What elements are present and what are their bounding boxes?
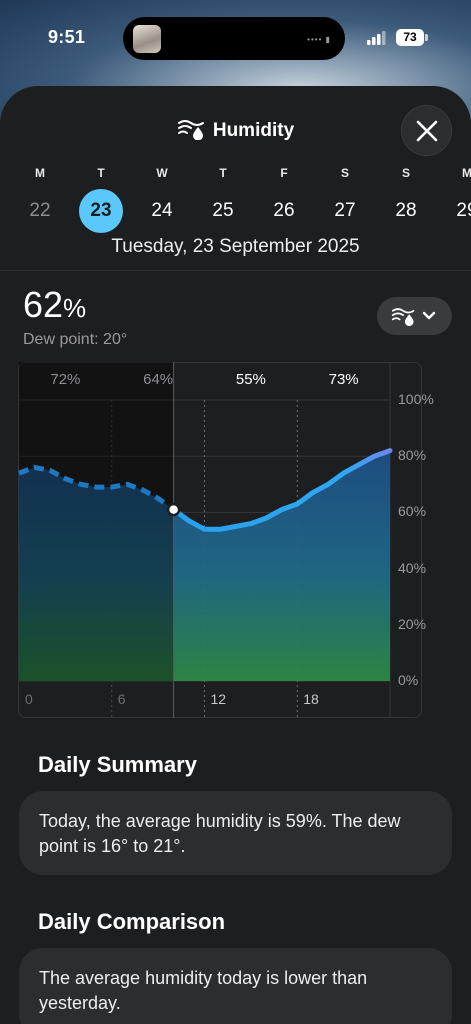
day-25[interactable]: 25: [212, 200, 234, 221]
page-title-label: Humidity: [212, 120, 295, 141]
daily-comparison-title: Daily Comparison: [38, 909, 226, 934]
chart-mode-menu-button[interactable]: [377, 297, 452, 335]
now-playing-artwork: [133, 25, 161, 53]
chevron-down-icon: [422, 311, 436, 320]
daily-summary-card: Today, the average humidity is 59%. The …: [19, 791, 452, 875]
battery-tip: [425, 34, 428, 41]
close-button[interactable]: [401, 105, 452, 156]
day-letter-mon: M: [35, 166, 45, 180]
current-humidity-value: 62: [23, 284, 64, 325]
cellular-signal-icon: [367, 31, 386, 45]
status-bar: 9:51 •••• ▮ 73: [0, 0, 471, 80]
y-tick-label: 100%: [398, 391, 434, 407]
day-22[interactable]: 22: [29, 200, 51, 221]
day-letter-mon-next: M: [462, 166, 471, 180]
selected-day-highlight: [79, 189, 123, 233]
dew-point-label: Dew point: 20°: [23, 331, 128, 348]
y-tick-label: 80%: [398, 447, 427, 464]
x-tick-label: 6: [117, 691, 126, 707]
daily-comparison-card: The average humidity today is lower than…: [19, 948, 452, 1024]
dynamic-island[interactable]: •••• ▮: [123, 17, 345, 60]
day-letter-wed: W: [156, 166, 168, 180]
day-27[interactable]: 27: [334, 200, 356, 221]
divider: [0, 270, 471, 271]
period-average-label: 55%: [235, 371, 266, 388]
current-humidity: 62%: [23, 284, 86, 326]
daily-comparison-text: The average humidity today is lower than…: [39, 968, 368, 1013]
humidity-icon: [177, 120, 204, 140]
status-time: 9:51: [48, 27, 86, 47]
battery-icon: 73: [396, 29, 424, 46]
day-letter-sun: S: [401, 166, 410, 180]
y-tick-label: 20%: [398, 615, 427, 632]
daily-summary-title: Daily Summary: [38, 752, 197, 777]
selected-date-label: Tuesday, 23 September 2025: [111, 236, 360, 257]
day-26[interactable]: 26: [273, 200, 295, 221]
y-tick-label: 0%: [398, 672, 419, 688]
current-humidity-unit: %: [63, 293, 87, 323]
humidity-chart-frame[interactable]: [18, 362, 422, 718]
day-29[interactable]: 29: [456, 200, 471, 221]
period-average-label: 64%: [143, 371, 174, 388]
x-tick-label: 0: [25, 691, 33, 707]
day-letter-tue: T: [97, 166, 105, 180]
day-letter-sat: S: [340, 166, 349, 180]
day-28[interactable]: 28: [395, 200, 417, 221]
audio-waveform-icon: •••• ▮: [307, 35, 331, 44]
day-24[interactable]: 24: [151, 200, 173, 221]
y-tick-label: 40%: [398, 559, 427, 576]
x-tick-label: 12: [210, 691, 227, 707]
x-tick-label: 18: [303, 691, 319, 707]
close-icon: [416, 120, 438, 142]
page-title: Humidity: [0, 118, 471, 142]
y-tick-label: 60%: [398, 503, 427, 520]
day-letter-thu: T: [219, 166, 227, 180]
day-23[interactable]: 23: [90, 200, 112, 221]
period-average-label: 72%: [50, 371, 81, 388]
humidity-icon: [391, 308, 415, 326]
day-letter-fri: F: [280, 166, 288, 180]
period-average-label: 73%: [328, 371, 359, 388]
daily-summary-text: Today, the average humidity is 59%. The …: [39, 811, 401, 856]
